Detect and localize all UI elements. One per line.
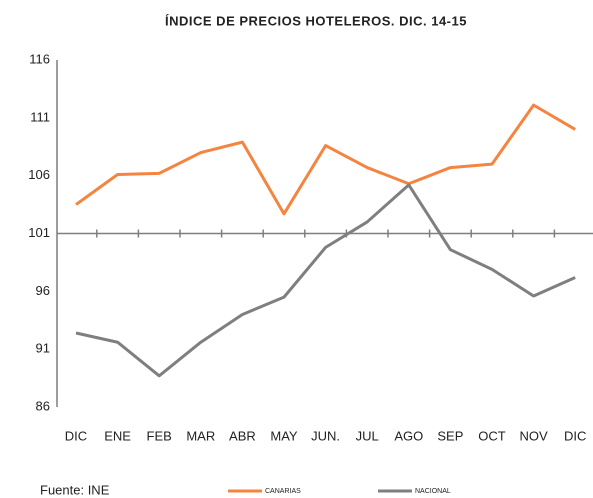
x-tick-label: ABR [229, 428, 256, 443]
x-tick-label: FEB [147, 428, 172, 443]
y-tick-label: 106 [28, 167, 50, 182]
y-tick-label: 96 [36, 283, 50, 298]
x-tick-label: OCT [478, 428, 506, 443]
x-tick-label: DIC [65, 428, 87, 443]
x-tick-label: SEP [437, 428, 463, 443]
y-tick-label: 116 [29, 51, 50, 66]
x-tick-label: NOV [520, 428, 549, 443]
chart-title: ÍNDICE DE PRECIOS HOTELEROS. DIC. 14-15 [165, 13, 467, 28]
series-line [75, 103, 576, 216]
x-tick-label: MAY [270, 428, 298, 443]
x-tick-label: MAR [186, 428, 215, 443]
x-tick-label: JUN. [311, 428, 340, 443]
x-tick-label: AGO [394, 428, 423, 443]
source-note: Fuente: INE [40, 482, 110, 497]
x-tick-label: JUL [356, 428, 379, 443]
y-tick-label: 91 [36, 341, 50, 356]
legend-label: NACIONAL [415, 488, 451, 495]
x-tick-label: DIC [564, 428, 586, 443]
y-tick-label: 101 [28, 225, 50, 240]
series-line [75, 183, 576, 378]
x-tick-label: ENE [104, 428, 131, 443]
y-tick-label: 111 [30, 109, 50, 124]
legend-label: CANARIAS [265, 488, 301, 495]
y-tick-label: 86 [36, 398, 50, 413]
